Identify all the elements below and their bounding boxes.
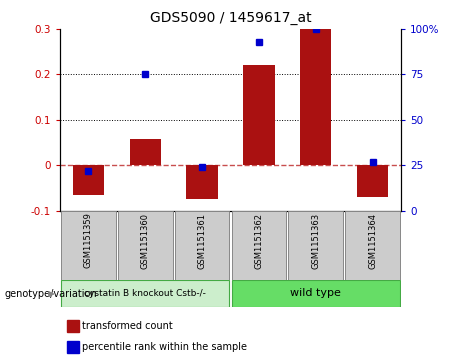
Bar (231, 280, 400, 307)
Text: GSM1151362: GSM1151362 (254, 213, 263, 269)
Bar (67, 320, 79, 333)
Text: GSM1151360: GSM1151360 (141, 213, 150, 269)
Bar (243, 65, 275, 165)
Text: GSM1151361: GSM1151361 (198, 213, 207, 269)
Bar (300, 29, 331, 165)
Text: wild type: wild type (290, 288, 341, 298)
Bar (289, 211, 343, 280)
Bar (186, 165, 218, 199)
Bar (231, 211, 286, 280)
Bar (67, 340, 79, 353)
Text: GSM1151363: GSM1151363 (311, 213, 320, 269)
Bar (357, 165, 388, 197)
Bar (130, 139, 161, 165)
Text: cystatin B knockout Cstb-/-: cystatin B knockout Cstb-/- (84, 289, 206, 298)
Text: GSM1151359: GSM1151359 (84, 213, 93, 269)
Text: genotype/variation: genotype/variation (5, 289, 97, 299)
Bar (118, 211, 172, 280)
Text: GSM1151364: GSM1151364 (368, 213, 377, 269)
Title: GDS5090 / 1459617_at: GDS5090 / 1459617_at (150, 11, 311, 25)
Text: transformed count: transformed count (82, 321, 172, 331)
Bar (345, 211, 400, 280)
Bar (61, 211, 116, 280)
Bar (175, 211, 230, 280)
Bar (61, 280, 230, 307)
Bar (73, 165, 104, 195)
Text: percentile rank within the sample: percentile rank within the sample (82, 342, 247, 352)
